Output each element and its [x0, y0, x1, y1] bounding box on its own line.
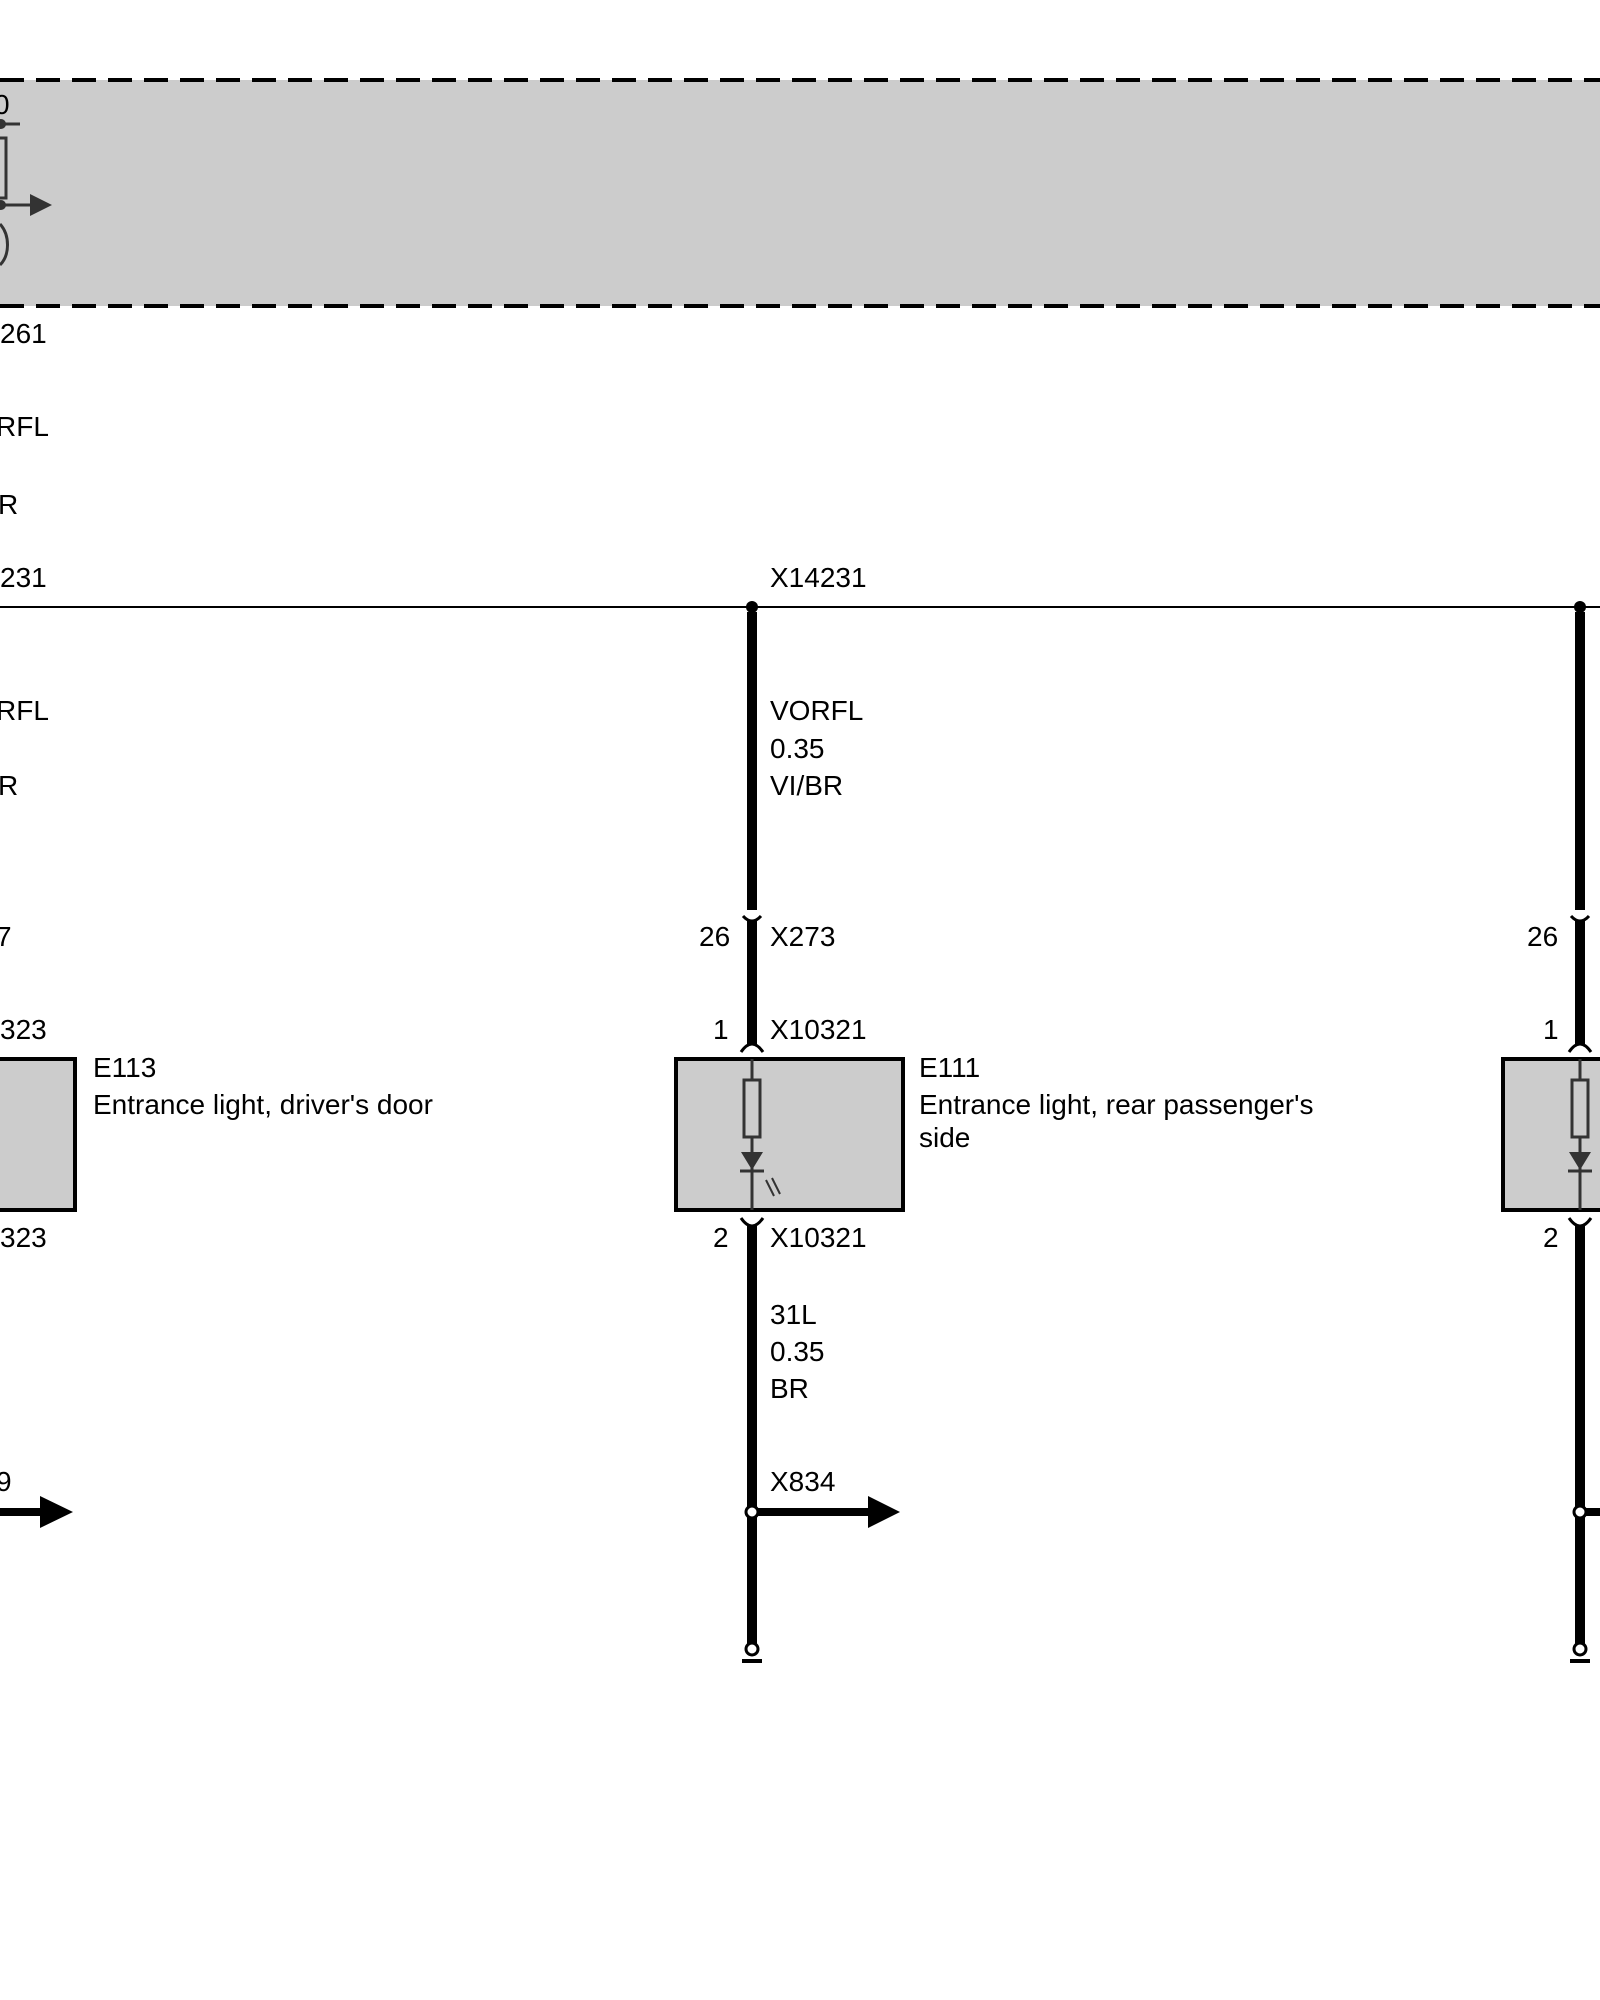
connector-x834: X834 — [770, 1466, 835, 1497]
resistor-icon — [742, 1078, 762, 1139]
signal-label: RFL — [0, 411, 49, 442]
ground-arrow-icon — [868, 1496, 900, 1528]
right-circuit — [1501, 601, 1600, 1663]
connector-x10321-top: X10321 — [770, 1014, 867, 1045]
bus-connector-label: 231 — [0, 562, 47, 593]
ground-wire-gauge: 0.35 — [770, 1336, 825, 1367]
component-e111-desc-1: Entrance light, rear passenger's — [919, 1089, 1313, 1120]
ground-wire-signal: 31L — [770, 1299, 817, 1330]
led-diode-icon — [1569, 1152, 1591, 1170]
light-emission-icon — [765, 1177, 781, 1197]
left-ground-label: 9 — [0, 1466, 12, 1497]
arrow-head-icon — [30, 194, 52, 216]
component-e111-id: E111 — [919, 1052, 980, 1083]
wire-color: VI/BR — [770, 770, 843, 801]
connector-x10321-bottom: X10321 — [770, 1222, 867, 1253]
right-pin-1: 1 — [1543, 1014, 1559, 1045]
left-signal-label: RFL — [0, 695, 49, 726]
component-e111[interactable] — [674, 1057, 905, 1212]
component-e113[interactable] — [0, 1057, 77, 1212]
wire-gauge: 0.35 — [770, 733, 825, 764]
bus-connector-center: X14231 — [770, 562, 867, 593]
resistor-icon — [1570, 1078, 1590, 1139]
connector-x273: X273 — [770, 921, 835, 952]
color-label: R — [0, 489, 18, 520]
pin-2: 2 — [713, 1222, 729, 1253]
wire-signal: VORFL — [770, 695, 863, 726]
connector-label: 261 — [0, 318, 47, 349]
left-pin-label: 7 — [0, 921, 12, 952]
component-e113-desc: Entrance light, driver's door — [93, 1089, 433, 1120]
pin-label: 0 — [0, 89, 10, 120]
right-pin-2: 2 — [1543, 1222, 1559, 1253]
left-connector-top: 323 — [0, 1014, 47, 1045]
left-connector-bottom: 323 — [0, 1222, 47, 1253]
component-e113-id: E113 — [93, 1052, 156, 1083]
ground-arrow-icon — [40, 1496, 73, 1528]
left-color-label: R — [0, 770, 18, 801]
control-module: 0 — [0, 78, 1600, 308]
component-e111-desc-2: side — [919, 1122, 970, 1153]
led-diode-icon — [741, 1152, 763, 1170]
center-circuit — [674, 601, 905, 1663]
pin-26: 26 — [699, 921, 730, 952]
right-pin-26: 26 — [1527, 921, 1558, 952]
ground-wire-color: BR — [770, 1373, 809, 1404]
pin-1: 1 — [713, 1014, 729, 1045]
